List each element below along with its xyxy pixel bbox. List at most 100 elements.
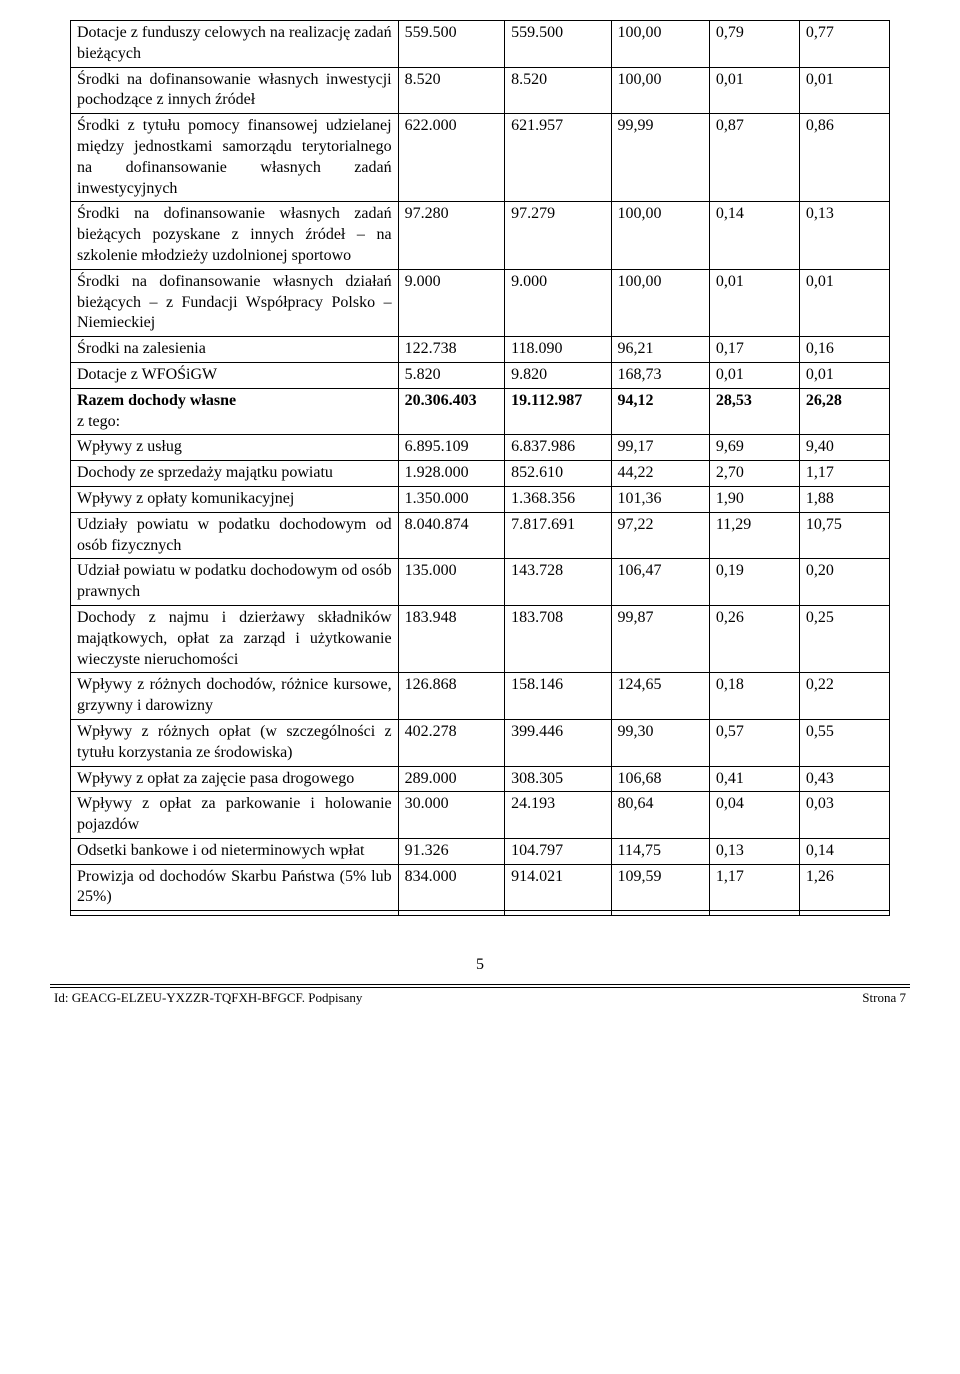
row-value: 183.948 xyxy=(398,605,504,672)
row-value xyxy=(799,911,889,916)
table-row: Wpływy z usług6.895.1096.837.98699,179,6… xyxy=(71,435,890,461)
row-value: 0,43 xyxy=(799,766,889,792)
row-value: 1,90 xyxy=(709,486,799,512)
row-value: 0,55 xyxy=(799,719,889,766)
row-value: 10,75 xyxy=(799,512,889,559)
row-value xyxy=(398,911,504,916)
row-value: 0,19 xyxy=(709,559,799,606)
row-label: Dotacje z WFOŚiGW xyxy=(71,362,399,388)
table-row: Wpływy z różnych opłat (w szczególności … xyxy=(71,719,890,766)
row-value: 622.000 xyxy=(398,114,504,202)
row-value: 8.040.874 xyxy=(398,512,504,559)
row-value: 106,47 xyxy=(611,559,709,606)
row-value: 0,57 xyxy=(709,719,799,766)
page-footer: Id: GEACG-ELZEU-YXZZR-TQFXH-BFGCF. Podpi… xyxy=(50,984,910,1026)
table-row: Wpływy z opłaty komunikacyjnej1.350.0001… xyxy=(71,486,890,512)
row-label: Odsetki bankowe i od nieterminowych wpła… xyxy=(71,838,399,864)
inner-page-number: 5 xyxy=(70,956,890,974)
table-row: Środki na dofinansowanie własnych zadań … xyxy=(71,202,890,269)
row-value: 19.112.987 xyxy=(505,388,611,435)
row-value: 30.000 xyxy=(398,792,504,839)
table-row xyxy=(71,911,890,916)
row-value: 0,03 xyxy=(799,792,889,839)
row-label: Udział powiatu w podatku dochodowym od o… xyxy=(71,559,399,606)
footer-page: Strona 7 xyxy=(862,990,906,1006)
table-row: Wpływy z opłat za parkowanie i holowanie… xyxy=(71,792,890,839)
row-value: 104.797 xyxy=(505,838,611,864)
row-value: 9,40 xyxy=(799,435,889,461)
row-value: 97,22 xyxy=(611,512,709,559)
row-value: 100,00 xyxy=(611,67,709,114)
row-value: 24.193 xyxy=(505,792,611,839)
table-row: Dotacje z WFOŚiGW5.8209.820168,730,010,0… xyxy=(71,362,890,388)
row-value: 11,29 xyxy=(709,512,799,559)
row-value: 99,87 xyxy=(611,605,709,672)
table-row: Dochody ze sprzedaży majątku powiatu1.92… xyxy=(71,461,890,487)
row-label: Środki na dofinansowanie własnych zadań … xyxy=(71,202,399,269)
row-label: Środki na zalesienia xyxy=(71,337,399,363)
row-value: 1,88 xyxy=(799,486,889,512)
row-label: Wpływy z usług xyxy=(71,435,399,461)
row-value: 9.000 xyxy=(398,269,504,336)
row-label: Prowizja od dochodów Skarbu Państwa (5% … xyxy=(71,864,399,911)
table-row: Wpływy z różnych dochodów, różnice kurso… xyxy=(71,673,890,720)
row-label: Środki na dofinansowanie własnych inwest… xyxy=(71,67,399,114)
row-value: 1,17 xyxy=(799,461,889,487)
row-value: 168,73 xyxy=(611,362,709,388)
row-value: 26,28 xyxy=(799,388,889,435)
row-label: Udziały powiatu w podatku dochodowym od … xyxy=(71,512,399,559)
row-label: Środki z tytułu pomocy finansowej udziel… xyxy=(71,114,399,202)
row-value: 402.278 xyxy=(398,719,504,766)
row-label: Wpływy z opłaty komunikacyjnej xyxy=(71,486,399,512)
row-value: 101,36 xyxy=(611,486,709,512)
row-value: 0,18 xyxy=(709,673,799,720)
row-label: Dotacje z funduszy celowych na realizacj… xyxy=(71,21,399,68)
row-label: Dochody ze sprzedaży majątku powiatu xyxy=(71,461,399,487)
table-row: Razem dochody własnez tego:20.306.40319.… xyxy=(71,388,890,435)
row-value: 122.738 xyxy=(398,337,504,363)
row-value xyxy=(505,911,611,916)
row-value: 1.928.000 xyxy=(398,461,504,487)
table-row: Środki na dofinansowanie własnych działa… xyxy=(71,269,890,336)
row-value: 2,70 xyxy=(709,461,799,487)
row-value: 126.868 xyxy=(398,673,504,720)
row-value: 0,17 xyxy=(709,337,799,363)
row-value: 94,12 xyxy=(611,388,709,435)
row-value: 97.279 xyxy=(505,202,611,269)
row-value: 6.895.109 xyxy=(398,435,504,461)
row-value: 0,01 xyxy=(799,67,889,114)
row-value: 135.000 xyxy=(398,559,504,606)
row-value: 0,01 xyxy=(799,269,889,336)
row-value: 9.820 xyxy=(505,362,611,388)
row-value: 0,13 xyxy=(709,838,799,864)
row-value: 0,14 xyxy=(799,838,889,864)
row-value: 106,68 xyxy=(611,766,709,792)
row-value: 1,26 xyxy=(799,864,889,911)
row-value: 621.957 xyxy=(505,114,611,202)
row-value: 0,01 xyxy=(709,269,799,336)
row-value: 0,77 xyxy=(799,21,889,68)
financial-table: Dotacje z funduszy celowych na realizacj… xyxy=(70,20,890,916)
row-value: 91.326 xyxy=(398,838,504,864)
row-value: 99,17 xyxy=(611,435,709,461)
row-label: Dochody z najmu i dzierżawy składników m… xyxy=(71,605,399,672)
row-value: 8.520 xyxy=(505,67,611,114)
row-value: 100,00 xyxy=(611,202,709,269)
row-value: 28,53 xyxy=(709,388,799,435)
row-value: 109,59 xyxy=(611,864,709,911)
row-value: 0,13 xyxy=(799,202,889,269)
footer-id: Id: GEACG-ELZEU-YXZZR-TQFXH-BFGCF. Podpi… xyxy=(54,990,362,1006)
row-value: 0,87 xyxy=(709,114,799,202)
row-value: 8.520 xyxy=(398,67,504,114)
table-row: Udział powiatu w podatku dochodowym od o… xyxy=(71,559,890,606)
row-value: 0,04 xyxy=(709,792,799,839)
row-value: 1.368.356 xyxy=(505,486,611,512)
row-value: 80,64 xyxy=(611,792,709,839)
row-value: 0,01 xyxy=(709,362,799,388)
row-value: 559.500 xyxy=(505,21,611,68)
row-value: 559.500 xyxy=(398,21,504,68)
row-value: 308.305 xyxy=(505,766,611,792)
row-value: 0,86 xyxy=(799,114,889,202)
row-value: 0,26 xyxy=(709,605,799,672)
row-value: 7.817.691 xyxy=(505,512,611,559)
